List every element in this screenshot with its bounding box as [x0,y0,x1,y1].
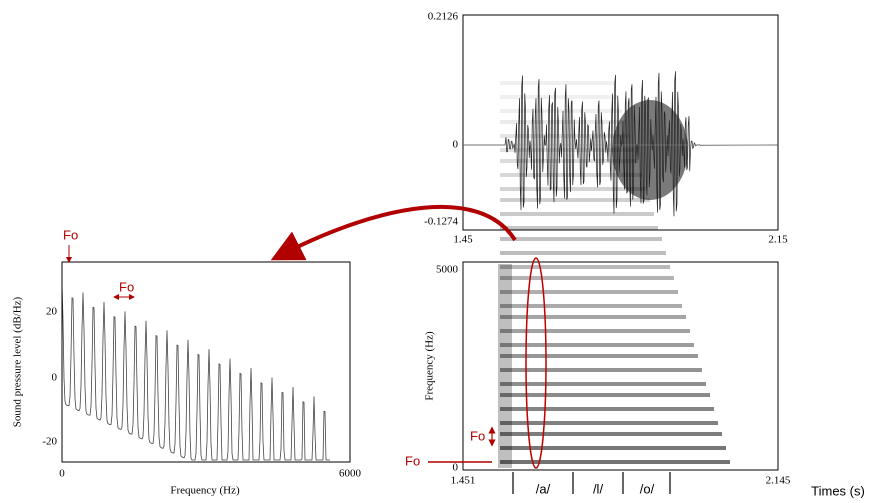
tick-label: 0 [59,468,65,480]
waveform-frame [462,14,779,231]
harmonic-band [500,212,654,216]
voicing-bar [498,264,512,468]
harmonic-band [500,368,702,372]
tick-label: 0.2126 [428,11,459,23]
waveform-body [612,100,688,200]
harmonic-band [500,343,694,347]
spectrogram-frame [462,261,779,471]
harmonic-band [500,304,682,308]
axis-label: Sound pressure level (dB/Hz) [12,296,24,427]
tick-label: 6000 [339,468,362,480]
spectrum-plot [61,282,330,461]
harmonic-band [500,407,714,411]
spectrum-trace [61,282,330,461]
spectrum-frame [61,261,351,463]
tick-label: -0.1274 [424,216,458,228]
harmonic-band [500,354,698,358]
fo-baseline-label: Fo [405,453,420,468]
harmonic-band [500,187,646,191]
harmonic-band [500,460,730,464]
harmonic-band [500,276,674,280]
segment-dividers [512,472,671,494]
highlight-ellipse [525,257,547,469]
harmonic-band [500,329,690,333]
fo-label: Fo [470,428,485,443]
waveform-plot [463,71,779,217]
harmonic-band [500,237,662,241]
tick-label: 2.145 [766,475,791,487]
harmonic-band [500,134,630,138]
segment-label: /o/ [640,481,655,496]
harmonic-band [500,382,706,386]
link-arrow [270,204,517,261]
harmonic-band [500,198,650,202]
harmonic-band [500,148,634,152]
harmonic-band [500,173,642,177]
harmonic-band [500,226,658,230]
tick-label: -20 [42,436,57,448]
harmonic-band [500,315,686,319]
axis-label: Times (s) [811,483,865,498]
harmonic-band [500,290,678,294]
harmonic-band [500,251,666,255]
tick-label: 20 [46,306,58,318]
harmonic-band [500,95,618,99]
spectrogram-plot [498,81,730,468]
harmonic-band [500,265,670,269]
harmonic-band [500,81,614,85]
harmonic-band [500,109,622,113]
tick-label: 0 [453,462,459,474]
harmonic-band [500,120,626,124]
harmonic-band [500,393,710,397]
harmonic-band [500,446,726,450]
tick-label: 1.45 [453,234,473,246]
harmonic-band [500,159,638,163]
tick-label: 0 [453,139,459,151]
harmonic-band [500,421,718,425]
tick-label: 1.451 [451,475,476,487]
axis-label: Frequency (Hz) [424,331,436,401]
harmonic-band [500,432,722,436]
fo-spacing-label: Fo [119,279,134,294]
fo-peak-label: Fo [63,227,78,242]
tick-label: 5000 [436,264,459,276]
segment-label: /a/ [536,481,551,496]
segment-label: /l/ [593,481,604,496]
tick-label: 2.15 [768,234,788,246]
tick-label: 0 [52,372,58,384]
axis-label: Frequency (Hz) [170,485,240,497]
